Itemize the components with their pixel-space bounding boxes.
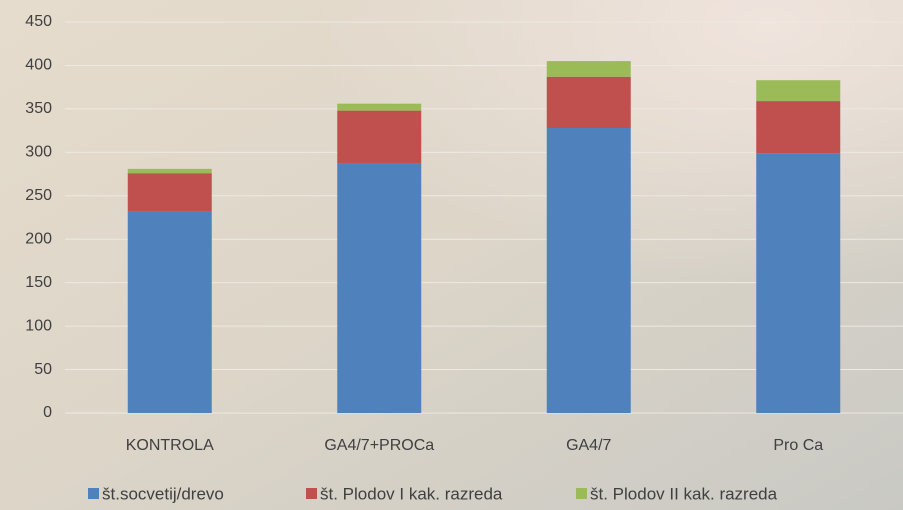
x-tick-label: KONTROLA <box>126 437 214 454</box>
bar-segment <box>337 110 422 164</box>
y-tick-label: 400 <box>25 57 52 74</box>
bar-segment <box>756 101 841 154</box>
bar-segment <box>337 103 422 111</box>
bar-segment <box>127 173 212 212</box>
x-tick-label: GA4/7 <box>566 437 611 454</box>
y-tick-label: 350 <box>25 100 52 117</box>
bar-segment <box>127 168 212 174</box>
legend-text: št. Plodov I kak. razreda <box>320 484 503 503</box>
legend-swatch <box>306 488 317 499</box>
legend-text: št.socvetij/drevo <box>102 484 224 503</box>
bar-segment <box>756 80 841 102</box>
bar-segment <box>337 163 422 413</box>
legend-swatch <box>576 488 587 499</box>
y-tick-label: 300 <box>25 144 52 161</box>
x-tick-label: Pro Ca <box>773 437 823 454</box>
bar-segment <box>756 153 841 414</box>
y-tick-label: 0 <box>43 404 52 421</box>
x-tick-label: GA4/7+PROCa <box>324 437 434 454</box>
legend-text: št. Plodov II kak. razreda <box>590 484 778 503</box>
y-tick-label: 450 <box>25 13 52 30</box>
y-tick-label: 50 <box>34 361 52 378</box>
y-tick-label: 100 <box>25 317 52 334</box>
y-tick-label: 250 <box>25 187 52 204</box>
y-tick-label: 150 <box>25 274 52 291</box>
bar-segment <box>546 61 631 77</box>
legend-swatch <box>88 488 99 499</box>
bar-segment <box>127 211 212 413</box>
y-tick-label: 200 <box>25 230 52 247</box>
bar-segment <box>546 76 631 129</box>
bar-segment <box>546 128 631 413</box>
